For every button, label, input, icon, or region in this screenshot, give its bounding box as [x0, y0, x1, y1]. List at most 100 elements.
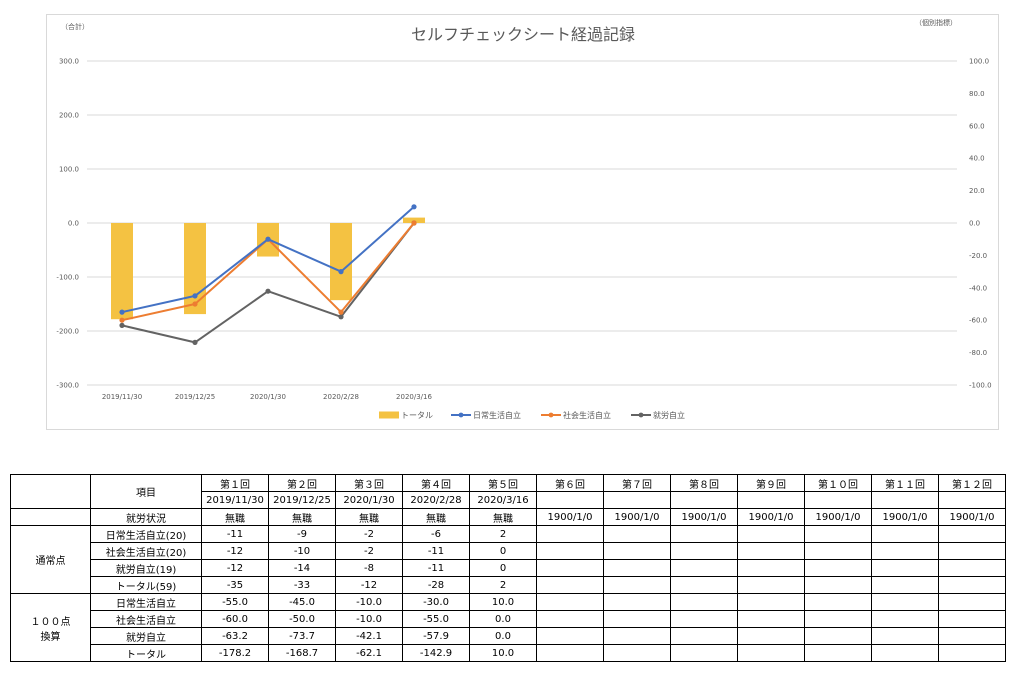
- value-cell: 1900/1/0: [670, 508, 738, 526]
- value-cell: -42.1: [335, 627, 403, 645]
- value-cell: [938, 610, 1006, 628]
- right-tick-label: -100.0: [969, 382, 992, 390]
- value-cell: [871, 525, 939, 543]
- legend-label: 社会生活自立: [563, 410, 611, 420]
- date-cell: 2020/1/30: [335, 491, 403, 509]
- value-cell: [938, 525, 1006, 543]
- date-cell: 2019/12/25: [268, 491, 336, 509]
- round-header-cell: 第９回: [737, 474, 805, 492]
- category-label: 2019/11/30: [102, 393, 142, 401]
- chart-frame: セルフチェックシート経過記録 （合計） （個別指標） 300.0 200.0 100…: [46, 14, 999, 430]
- category-label: 2020/1/30: [250, 393, 286, 401]
- date-cell: 2020/2/28: [402, 491, 470, 509]
- right-tick-label: 100.0: [969, 58, 989, 66]
- value-cell: 1900/1/0: [871, 508, 939, 526]
- value-cell: [871, 627, 939, 645]
- left-tick-label: 200.0: [59, 112, 79, 120]
- row-label-cell: トータル(59): [90, 576, 202, 594]
- round-header-cell: 第５回: [469, 474, 537, 492]
- item-header-cell: 項目: [90, 474, 202, 509]
- round-header-cell: 第１回: [201, 474, 269, 492]
- series-point: [192, 339, 198, 345]
- value-cell: [670, 627, 738, 645]
- value-cell: 2: [469, 576, 537, 594]
- series-point: [192, 301, 198, 307]
- value-cell: [804, 525, 872, 543]
- value-cell: -55.0: [201, 593, 269, 611]
- date-cell: [938, 491, 1006, 509]
- value-cell: 無職: [201, 508, 269, 526]
- value-cell: [603, 559, 671, 577]
- left-tick-label: -100.0: [56, 274, 79, 282]
- legend-marker: [458, 412, 464, 418]
- value-cell: -55.0: [402, 610, 470, 628]
- value-cell: [804, 593, 872, 611]
- value-cell: [737, 610, 805, 628]
- row-label-cell: 就労自立(19): [90, 559, 202, 577]
- round-header-cell: 第８回: [670, 474, 738, 492]
- round-header-cell: 第６回: [536, 474, 604, 492]
- value-cell: [536, 576, 604, 594]
- value-cell: -45.0: [268, 593, 336, 611]
- value-cell: -178.2: [201, 644, 269, 662]
- value-cell: [536, 542, 604, 560]
- value-cell: [804, 542, 872, 560]
- date-cell: [670, 491, 738, 509]
- value-cell: -8: [335, 559, 403, 577]
- value-cell: -10.0: [335, 610, 403, 628]
- group-label-line: 換算: [40, 631, 61, 643]
- value-cell: [670, 542, 738, 560]
- legend-marker: [638, 412, 644, 418]
- right-tick-label: 80.0: [969, 90, 985, 98]
- date-cell: [737, 491, 805, 509]
- round-header-cell: 第７回: [603, 474, 671, 492]
- value-cell: [737, 576, 805, 594]
- value-cell: -2: [335, 525, 403, 543]
- right-tick-label: -60.0: [969, 317, 987, 325]
- value-cell: [871, 610, 939, 628]
- right-tick-label: 0.0: [969, 220, 980, 228]
- value-cell: -28: [402, 576, 470, 594]
- row-label-cell: 日常生活自立: [90, 593, 202, 611]
- group-label-line: １００点: [30, 616, 71, 628]
- value-cell: 1900/1/0: [938, 508, 1006, 526]
- value-cell: -10.0: [335, 593, 403, 611]
- chart-svg: セルフチェックシート経過記録 （合計） （個別指標） 300.0 200.0 100…: [56, 18, 992, 420]
- value-cell: 10.0: [469, 644, 537, 662]
- value-cell: -30.0: [402, 593, 470, 611]
- series-point: [119, 317, 125, 323]
- legend-label: 日常生活自立: [473, 410, 521, 420]
- value-cell: 1900/1/0: [804, 508, 872, 526]
- value-cell: [670, 525, 738, 543]
- empty-group-cell: [10, 508, 91, 526]
- right-tick-label: -40.0: [969, 284, 987, 292]
- chart-title: セルフチェックシート経過記録: [411, 25, 635, 44]
- legend-label: トータル: [401, 411, 433, 420]
- value-cell: -12: [201, 542, 269, 560]
- value-cell: -11: [201, 525, 269, 543]
- value-cell: -11: [402, 542, 470, 560]
- value-cell: [536, 593, 604, 611]
- table-row: 就労状況 無職 無職 無職 無職 無職 1900/1/0 1900/1/0 1900/1/0 19…: [10, 508, 1006, 526]
- value-cell: [938, 559, 1006, 577]
- value-cell: 0: [469, 559, 537, 577]
- date-cell: [536, 491, 604, 509]
- value-cell: [536, 525, 604, 543]
- table-row: トータル -178.2 -168.7 -62.1 -142.9 10.0: [11, 644, 1006, 662]
- value-cell: [670, 559, 738, 577]
- table-row: 通常点 日常生活自立(20) -11 -9 -2 -6 2: [10, 525, 1006, 594]
- value-cell: [603, 610, 671, 628]
- right-tick-label: 40.0: [969, 155, 985, 163]
- value-cell: -73.7: [268, 627, 336, 645]
- value-cell: [737, 627, 805, 645]
- date-cell: [804, 491, 872, 509]
- legend-marker: [548, 412, 554, 418]
- value-cell: [871, 559, 939, 577]
- row-label-cell: 日常生活自立(20): [90, 525, 202, 543]
- value-cell: [804, 644, 872, 662]
- value-cell: -10: [268, 542, 336, 560]
- value-cell: -6: [402, 525, 470, 543]
- series-point: [338, 269, 344, 275]
- table-row: １００点 換算 日常生活自立 -55.0 -45.0 -10.0 -30.0 10.0: [10, 593, 1006, 662]
- value-cell: -2: [335, 542, 403, 560]
